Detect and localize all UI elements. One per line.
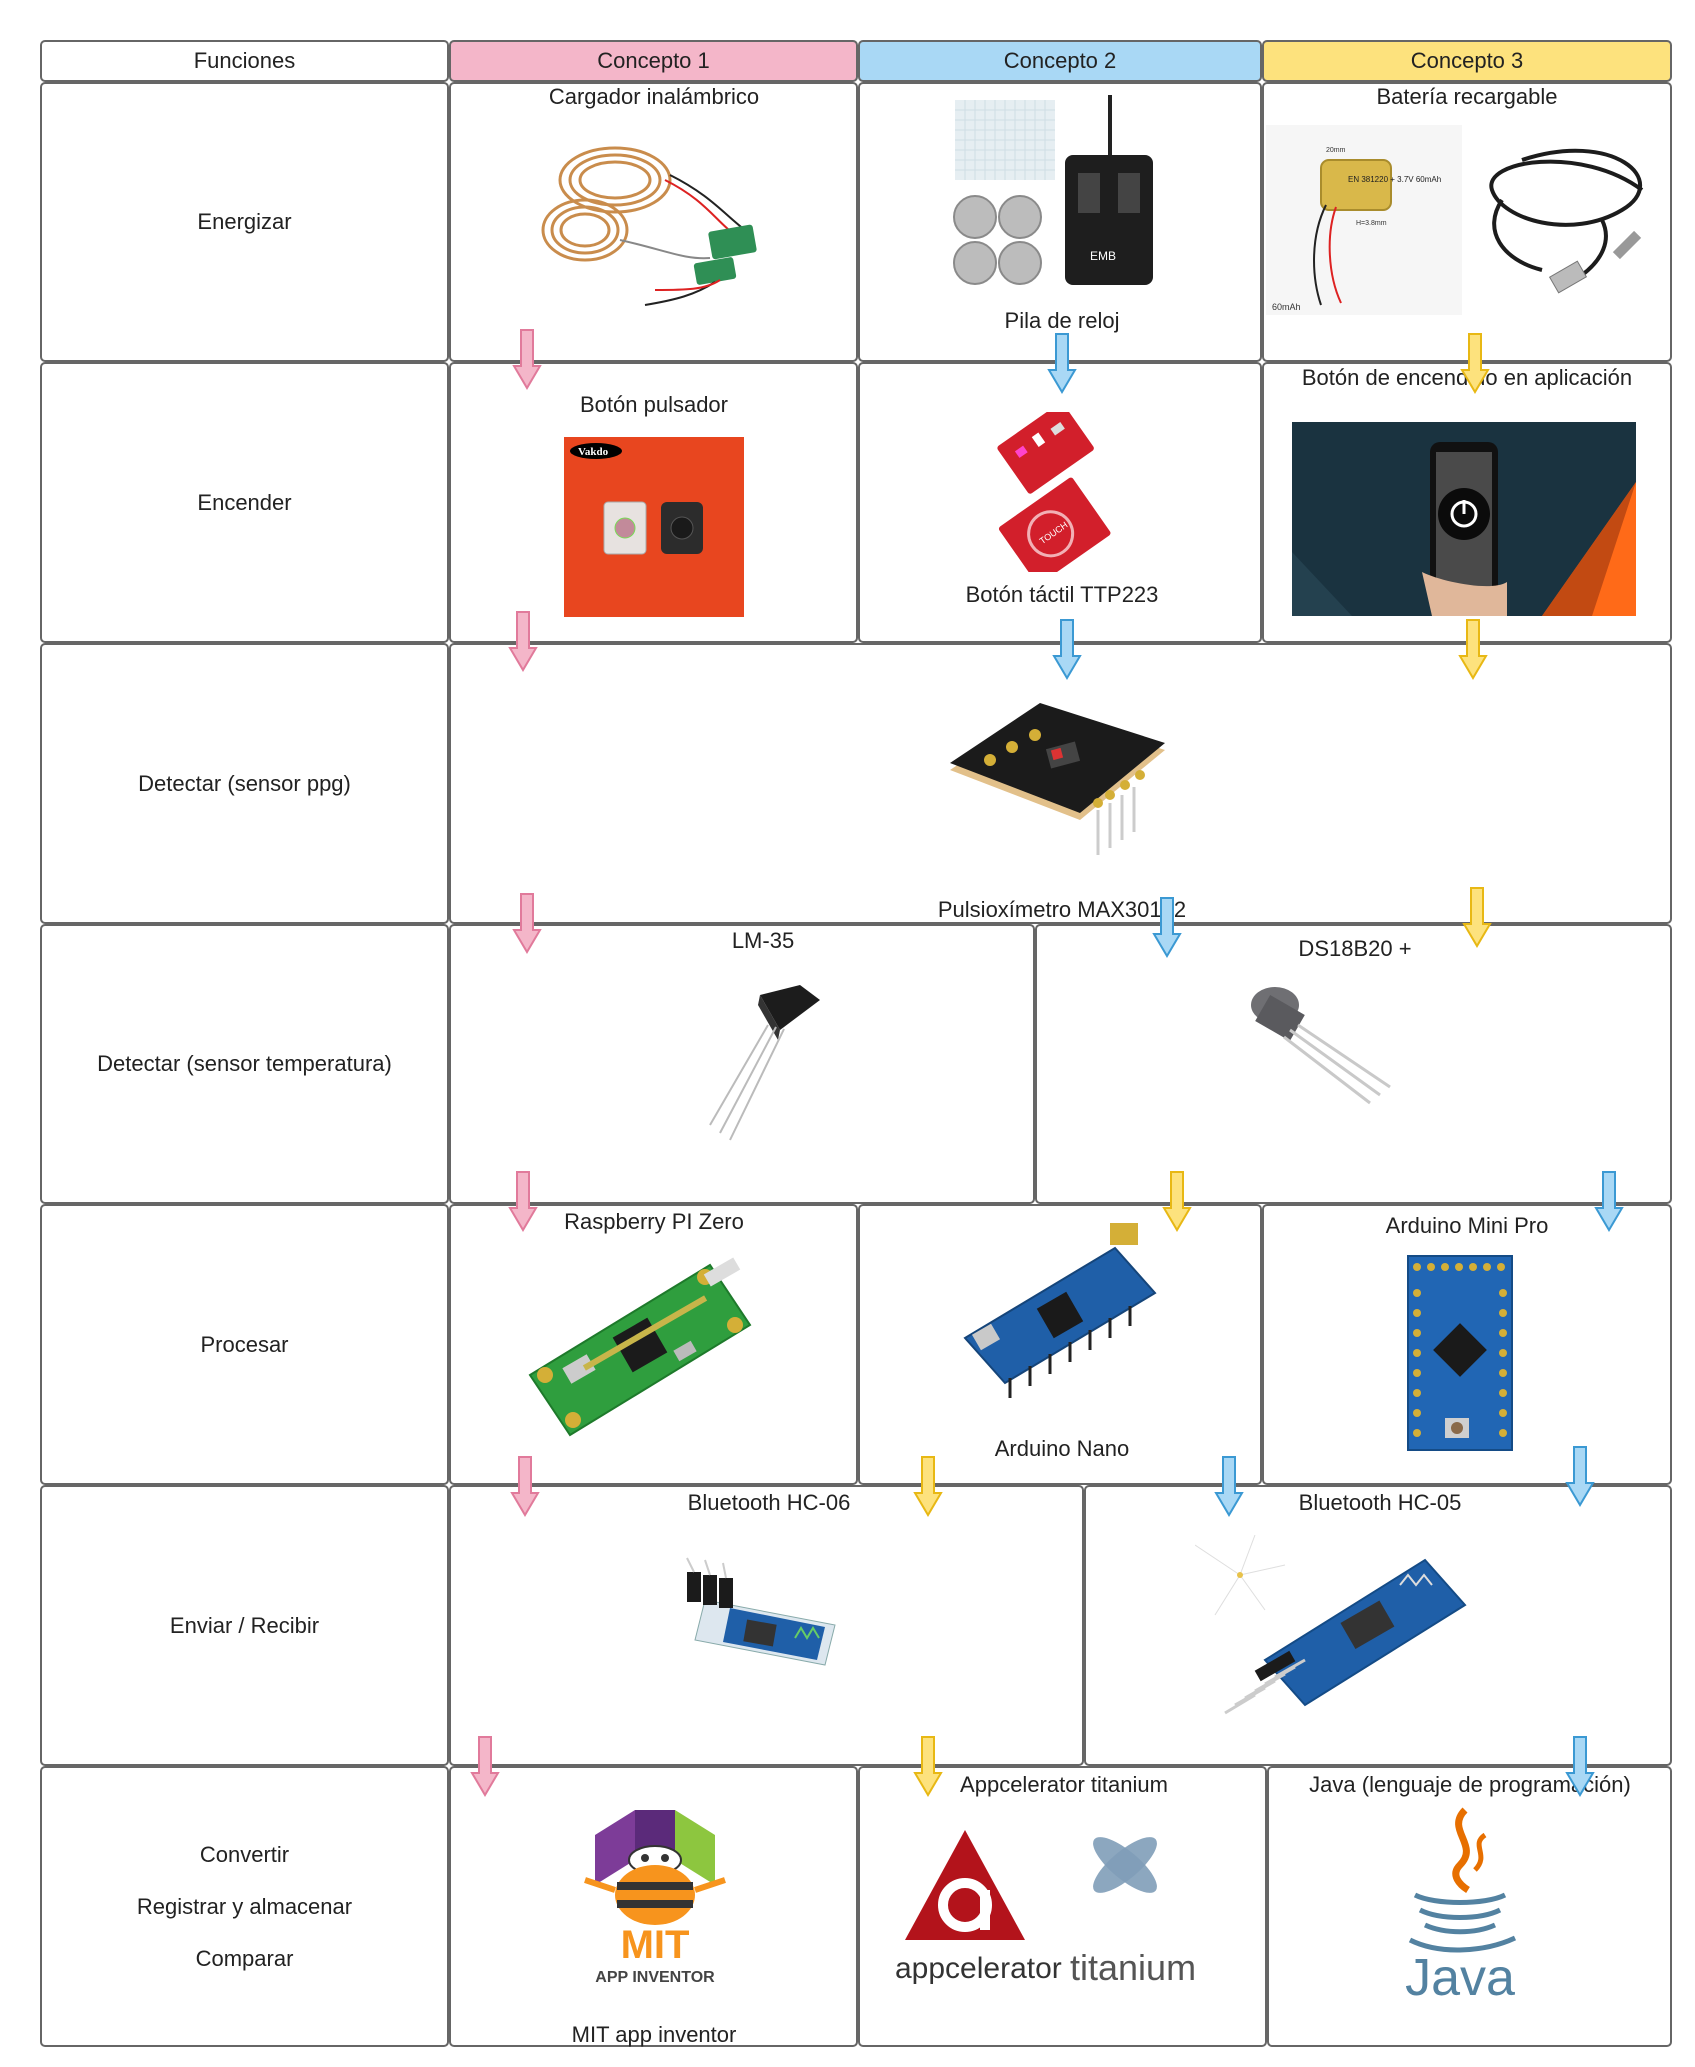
label-bt-a: Bluetooth HC-06	[687, 1490, 851, 1515]
label-temp-a: LM-35	[731, 928, 795, 953]
label-c3-energy: Batería recargable	[1376, 84, 1558, 109]
label-c1-power: Botón pulsador	[580, 392, 728, 417]
vakdo-logo-text: Vakdo	[578, 446, 609, 458]
blue-arrow-7	[1565, 1735, 1595, 1797]
function-power-on-label: Encender	[197, 489, 292, 515]
battery-mah-text: 60mAh	[1272, 302, 1301, 312]
raspberry-pi-zero-image	[528, 1257, 752, 1437]
app-inventor-text: APP INVENTOR	[595, 1969, 715, 1986]
function-energize: Energizar	[40, 82, 449, 362]
label-c2-energy: Pila de reloj	[1004, 308, 1120, 333]
yellow-arrow-5	[913, 1455, 943, 1517]
function-process: Procesar	[40, 1204, 449, 1485]
label-c1-energy: Cargador inalámbrico	[548, 84, 760, 109]
header-concept1-label: Concepto 1	[597, 48, 710, 73]
label-c2-power: Botón táctil TTP223	[965, 582, 1159, 607]
blue-arrow-2	[1052, 618, 1082, 680]
rechargeable-battery-image: EN 381220 + 3.7V 60mAh 20mm H=3.8mm 60mA…	[1266, 125, 1462, 315]
yellow-arrow-1	[1460, 332, 1490, 394]
charger-brand-text: EMB	[1090, 249, 1116, 263]
app-power-button-image	[1292, 422, 1636, 616]
header-concept1: Concepto 1	[449, 40, 858, 82]
label-c2-app: Appcelerator titanium	[960, 1772, 1168, 1797]
bluetooth-hc06-image	[686, 1557, 836, 1666]
function-convert-register-compare: Convertir Registrar y almacenar Comparar	[40, 1766, 449, 2047]
lm35-sensor-image	[709, 985, 820, 1141]
mit-app-inventor-logo: MIT APP INVENTOR	[584, 1810, 726, 1986]
pink-arrow-2	[508, 610, 538, 672]
yellow-arrow-4	[1162, 1170, 1192, 1232]
pink-arrow-4	[508, 1170, 538, 1232]
titanium-text: titanium	[1070, 1947, 1196, 1988]
function-detect-temp: Detectar (sensor temperatura)	[40, 924, 449, 1204]
label-temp-b: DS18B20 +	[1298, 936, 1412, 961]
label-c1-proc: Raspberry PI Zero	[564, 1209, 744, 1234]
blue-arrow-1	[1047, 332, 1077, 394]
function-detect-temp-label: Detectar (sensor temperatura)	[97, 1051, 392, 1076]
blue-arrow-5	[1214, 1455, 1244, 1517]
label-c3-proc: Arduino Mini Pro	[1385, 1213, 1549, 1238]
arduino-mini-pro-image	[1407, 1255, 1513, 1451]
java-logo: Java	[1405, 1807, 1517, 2000]
header-functions-label: Funciones	[193, 48, 296, 73]
blue-arrow-4	[1594, 1170, 1624, 1232]
label-bt-b: Bluetooth HC-05	[1298, 1490, 1462, 1515]
function-send-receive-label: Enviar / Recibir	[169, 1612, 320, 1638]
arduino-nano-image	[963, 1223, 1157, 1398]
function-process-label: Procesar	[200, 1331, 289, 1357]
touch-button-image: TOUCH	[997, 412, 1111, 572]
yellow-arrow-6	[913, 1735, 943, 1797]
function-convert-label: Convertir	[199, 1841, 290, 1867]
header-concept3-label: Concepto 3	[1410, 48, 1524, 73]
function-compare-label: Comparar	[195, 1945, 294, 1971]
label-c1-app: MIT app inventor	[571, 2022, 737, 2047]
ds18b20-sensor-image	[1251, 987, 1391, 1105]
cell-c1-energy	[449, 82, 858, 362]
pink-arrow-3	[512, 892, 542, 954]
pink-arrow-1	[512, 328, 542, 390]
push-button-image: Vakdo	[564, 437, 744, 617]
java-text: Java	[1405, 1949, 1515, 2000]
bluetooth-hc05-image	[1195, 1535, 1467, 1715]
pink-arrow-6	[470, 1735, 500, 1797]
wireless-charger-image	[541, 146, 757, 306]
header-concept2-label: Concepto 2	[1003, 48, 1117, 73]
pulse-oximeter-image	[950, 703, 1165, 855]
header-concept2: Concepto 2	[858, 40, 1262, 82]
battery-label-text: EN 381220 + 3.7V 60mAh	[1348, 175, 1441, 184]
yellow-arrow-3	[1462, 886, 1492, 948]
label-ppg: Pulsioxímetro MAX30102	[937, 897, 1187, 922]
function-detect-ppg-label: Detectar (sensor ppg)	[138, 770, 351, 796]
cell-c3-app	[1267, 1766, 1672, 2047]
blue-arrow-6	[1565, 1445, 1595, 1507]
function-send-receive: Enviar / Recibir	[40, 1485, 449, 1766]
pink-arrow-5	[510, 1455, 540, 1517]
header-functions: Funciones	[40, 40, 449, 82]
blue-arrow-3	[1152, 896, 1182, 958]
appcelerator-titanium-logo: appcelerator titanium	[895, 1830, 1196, 1988]
mit-text: MIT	[621, 1923, 690, 1967]
cell-temp-a	[449, 924, 1035, 1204]
function-register-label: Registrar y almacenar	[136, 1893, 353, 1919]
yellow-arrow-2	[1458, 618, 1488, 680]
cell-c2-energy	[858, 82, 1262, 362]
function-power-on: Encender	[40, 362, 449, 643]
label-c2-proc: Arduino Nano	[994, 1436, 1130, 1461]
header-concept3: Concepto 3	[1262, 40, 1672, 82]
battery-height-text: H=3.8mm	[1356, 220, 1387, 227]
function-detect-ppg: Detectar (sensor ppg)	[40, 643, 449, 924]
cell-bt-b	[1084, 1485, 1672, 1766]
appcelerator-text: appcelerator	[895, 1952, 1062, 1985]
battery-width-text: 20mm	[1326, 147, 1346, 154]
usb-cable-image	[1489, 148, 1644, 294]
watch-battery-image: EMB	[953, 95, 1153, 285]
function-energize-label: Energizar	[197, 209, 292, 234]
